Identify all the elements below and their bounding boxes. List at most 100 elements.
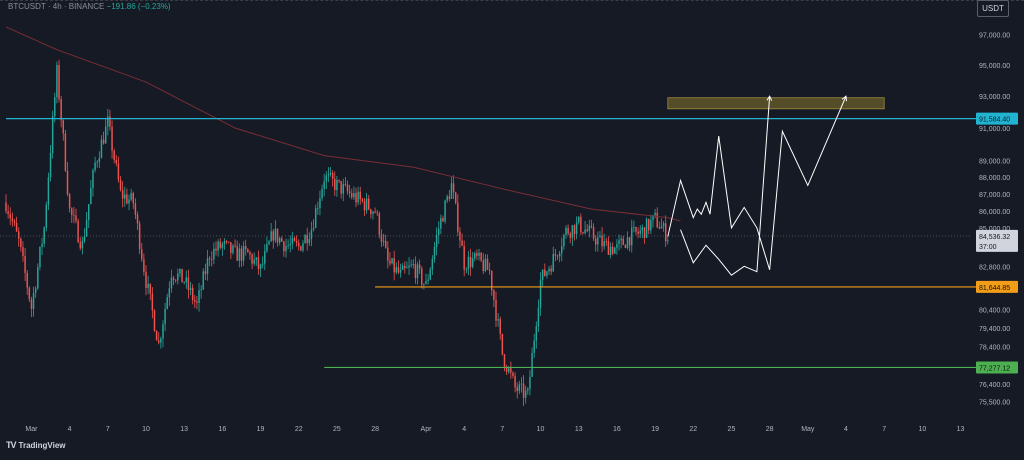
level-price-label: 77,277.12 — [979, 365, 1010, 372]
candle-body — [342, 184, 345, 194]
candle-body — [104, 126, 107, 144]
candle-body — [376, 212, 378, 214]
candle-body — [431, 258, 434, 270]
candle-body — [505, 366, 508, 372]
candle-body — [191, 287, 194, 300]
candle-body — [54, 97, 56, 117]
candle-body — [442, 218, 444, 222]
candle-body — [317, 208, 319, 209]
y-tick-label: 86,000.00 — [979, 209, 1010, 216]
candle-body — [155, 331, 158, 341]
candle-body — [374, 211, 376, 213]
candle-body — [45, 204, 48, 228]
candle-body — [626, 237, 629, 248]
candle-body — [208, 258, 211, 260]
candle-body — [124, 194, 126, 199]
candle-body — [577, 216, 580, 223]
level-price-tag — [976, 280, 1018, 293]
candle-body — [584, 229, 586, 234]
candle-body — [289, 243, 291, 246]
x-tick-label: Mar — [25, 426, 38, 433]
candle-body — [223, 241, 226, 244]
candle-body — [162, 324, 164, 339]
candle-body — [338, 179, 340, 182]
candle-body — [9, 213, 11, 219]
candle-body — [444, 200, 446, 222]
candle-body — [177, 273, 179, 281]
candle-body — [143, 259, 145, 272]
candle-body — [310, 229, 313, 240]
candle-body — [34, 288, 37, 294]
candle-body — [563, 234, 565, 247]
candle-body — [128, 199, 130, 204]
candle-body — [179, 268, 181, 274]
candle-body — [295, 241, 298, 243]
candle-body — [130, 193, 132, 200]
candle-body — [170, 277, 173, 289]
y-tick-label: 87,000.00 — [979, 192, 1010, 199]
candle-body — [60, 99, 62, 121]
y-tick-label: 78,400.00 — [979, 344, 1010, 351]
candle-body — [346, 184, 349, 192]
candle-body — [450, 183, 453, 199]
candle-body — [39, 246, 41, 268]
candle-body — [393, 258, 395, 273]
candle-body — [291, 238, 294, 244]
candle-body — [592, 227, 595, 239]
candle-body — [41, 243, 43, 247]
candle-body — [516, 387, 518, 391]
candle-body — [660, 226, 663, 229]
candle-body — [100, 139, 103, 159]
x-tick-label: 4 — [844, 426, 848, 433]
candle-body — [529, 376, 531, 389]
candle-body — [527, 388, 529, 391]
x-tick-label: 28 — [766, 426, 774, 433]
candle-body — [471, 258, 474, 268]
candle-body — [457, 202, 459, 232]
candle-body — [647, 218, 650, 231]
candle-body — [230, 242, 232, 253]
bar-countdown-label: 37:00 — [979, 244, 997, 251]
candle-body — [168, 288, 171, 298]
candle-body — [259, 264, 262, 269]
top-border — [0, 0, 1024, 1]
candle-body — [151, 293, 154, 311]
candle-body — [327, 174, 330, 176]
projection-path — [667, 95, 847, 271]
candle-body — [98, 158, 101, 162]
candle-body — [213, 248, 215, 260]
candle-body — [274, 228, 277, 241]
candle-body — [77, 220, 79, 243]
candle-body — [138, 223, 141, 250]
candle-body — [75, 215, 77, 221]
candle-body — [17, 231, 20, 239]
candle-body — [654, 212, 656, 216]
candle-body — [287, 245, 289, 247]
candle-body — [329, 173, 332, 175]
candle-body — [641, 227, 644, 231]
candle-body — [221, 243, 224, 248]
candle-body — [558, 253, 561, 257]
price-change: −191.86 (−0.23%) — [106, 2, 171, 11]
candle-body — [622, 238, 625, 245]
candle-body — [401, 265, 404, 270]
candle-body — [134, 203, 137, 215]
candle-body — [645, 218, 648, 238]
candle-body — [537, 307, 540, 327]
x-tick-label: 4 — [462, 426, 466, 433]
y-tick-label: 89,000.00 — [979, 159, 1010, 166]
candle-body — [554, 253, 557, 256]
candle-body — [478, 252, 480, 256]
candle-body — [363, 201, 366, 211]
y-tick-label: 80,400.00 — [979, 307, 1010, 314]
currency-selector[interactable]: USDT — [977, 0, 1009, 17]
candle-body — [242, 246, 245, 261]
candle-body — [531, 352, 533, 377]
candle-body — [157, 340, 160, 343]
candle-body — [251, 254, 253, 264]
tradingview-brand[interactable]: TV TradingView — [6, 440, 66, 450]
candle-body — [304, 234, 306, 244]
candle-body — [461, 240, 463, 246]
